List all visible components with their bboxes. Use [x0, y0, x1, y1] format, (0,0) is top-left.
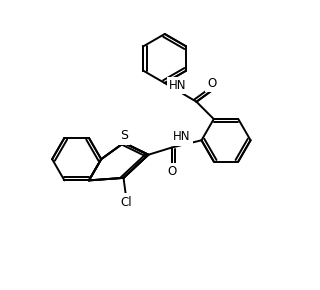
Text: HN: HN [173, 130, 191, 144]
Text: O: O [167, 165, 176, 178]
Text: HN: HN [169, 79, 186, 92]
Text: O: O [207, 77, 216, 90]
Text: S: S [120, 129, 128, 142]
Text: Cl: Cl [120, 195, 132, 209]
